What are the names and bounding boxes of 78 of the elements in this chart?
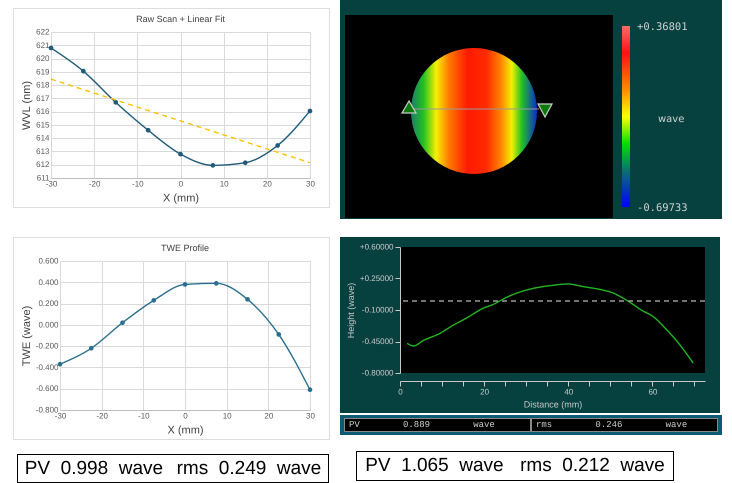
point: [146, 128, 150, 133]
point: [120, 320, 125, 326]
point: [308, 108, 312, 114]
point: [210, 163, 216, 168]
point: [308, 387, 312, 392]
text: -0.69733: [637, 202, 688, 214]
point: [214, 281, 219, 286]
chart-title: TWE Profile: [160, 243, 210, 253]
x-tick-label: 20: [480, 388, 490, 396]
y-tick-label: 619: [36, 67, 50, 76]
text: +0.36801: [637, 21, 688, 33]
x-tick-label: -10: [138, 412, 150, 420]
x-tick-label: 0: [398, 388, 404, 396]
y-tick-label: 0.200: [38, 299, 60, 308]
x-tick-label: 10: [222, 412, 232, 420]
text: PV 0.998 wave: [24, 458, 164, 480]
point: [245, 296, 250, 302]
y-tick-label: -0.200: [36, 342, 60, 351]
text: PV 1.065 wave: [365, 455, 504, 477]
y-tick-label: -0.45000: [362, 337, 394, 346]
point: [88, 346, 94, 351]
y-tick-label: 618: [36, 80, 50, 90]
x-tick-label: 10: [220, 180, 230, 188]
y-tick-label: 611: [36, 174, 50, 182]
y-tick-label: -0.400: [36, 362, 60, 372]
x-tick-label: 0: [178, 180, 184, 188]
y-tick-label: 621: [36, 40, 50, 50]
point: [48, 46, 54, 50]
y-tick-label: 614: [36, 134, 50, 143]
x-tick-label: 20: [264, 412, 274, 420]
y-tick-label: 613: [36, 146, 50, 156]
y-tick-label: 0.400: [38, 278, 60, 287]
x-tick-label: 30: [306, 180, 316, 188]
y-tick-label: 615: [36, 120, 50, 130]
point: [242, 160, 248, 166]
text: PV 0.889 wave: [344, 418, 531, 432]
x-tick-label: 30: [306, 412, 316, 420]
x-tick-label: 0: [183, 412, 188, 420]
x-tick-label: -30: [46, 180, 58, 188]
text: rms 0.246 wave: [531, 418, 718, 432]
point: [276, 332, 282, 337]
y-tick-label: 612: [36, 160, 50, 170]
x-tick-label: -30: [54, 412, 67, 420]
x-tick-label: -20: [96, 412, 108, 420]
y-tick-label: -0.10000: [362, 306, 394, 314]
y-tick-label: -0.800: [36, 406, 60, 414]
y-tick-label: -0.80000: [362, 368, 394, 378]
x-axis-title: X (mm): [162, 192, 200, 204]
x-tick-label: 20: [262, 180, 272, 188]
y-tick-label: 617: [36, 94, 50, 103]
x-tick-label: 40: [564, 388, 574, 396]
y-tick-label: 0.000: [38, 320, 60, 330]
y-tick-label: +0.60000: [360, 242, 394, 252]
y-tick-label: -0.600: [36, 384, 60, 394]
chart-title: Raw Scan + Linear Fit: [136, 14, 226, 24]
y-axis-title: TWE (wave): [20, 306, 33, 366]
y-axis-title: Height (wave): [346, 282, 356, 338]
point: [113, 100, 118, 105]
text: rms 0.249 wave: [176, 458, 322, 480]
y-tick-label: 0.600: [38, 256, 60, 266]
point: [275, 143, 280, 148]
x-axis-title: Distance (mm): [524, 400, 582, 410]
point: [81, 68, 86, 74]
y-tick-label: 622: [36, 28, 50, 36]
x-tick-label: -20: [88, 180, 101, 188]
x-tick-label: -10: [132, 180, 144, 188]
x-axis-title: X (mm): [167, 424, 204, 436]
text: rms 0.212 wave: [520, 455, 665, 477]
y-tick-label: 616: [36, 107, 50, 116]
y-axis-title: WVL (nm): [21, 80, 34, 130]
point: [151, 298, 156, 303]
x-tick-label: 60: [648, 388, 658, 396]
color-bar-title: wave: [658, 114, 684, 125]
point: [182, 282, 188, 287]
y-tick-label: 620: [36, 54, 50, 64]
point: [178, 152, 183, 156]
line-series: [406, 283, 694, 364]
y-tick-label: +0.25000: [360, 274, 394, 283]
